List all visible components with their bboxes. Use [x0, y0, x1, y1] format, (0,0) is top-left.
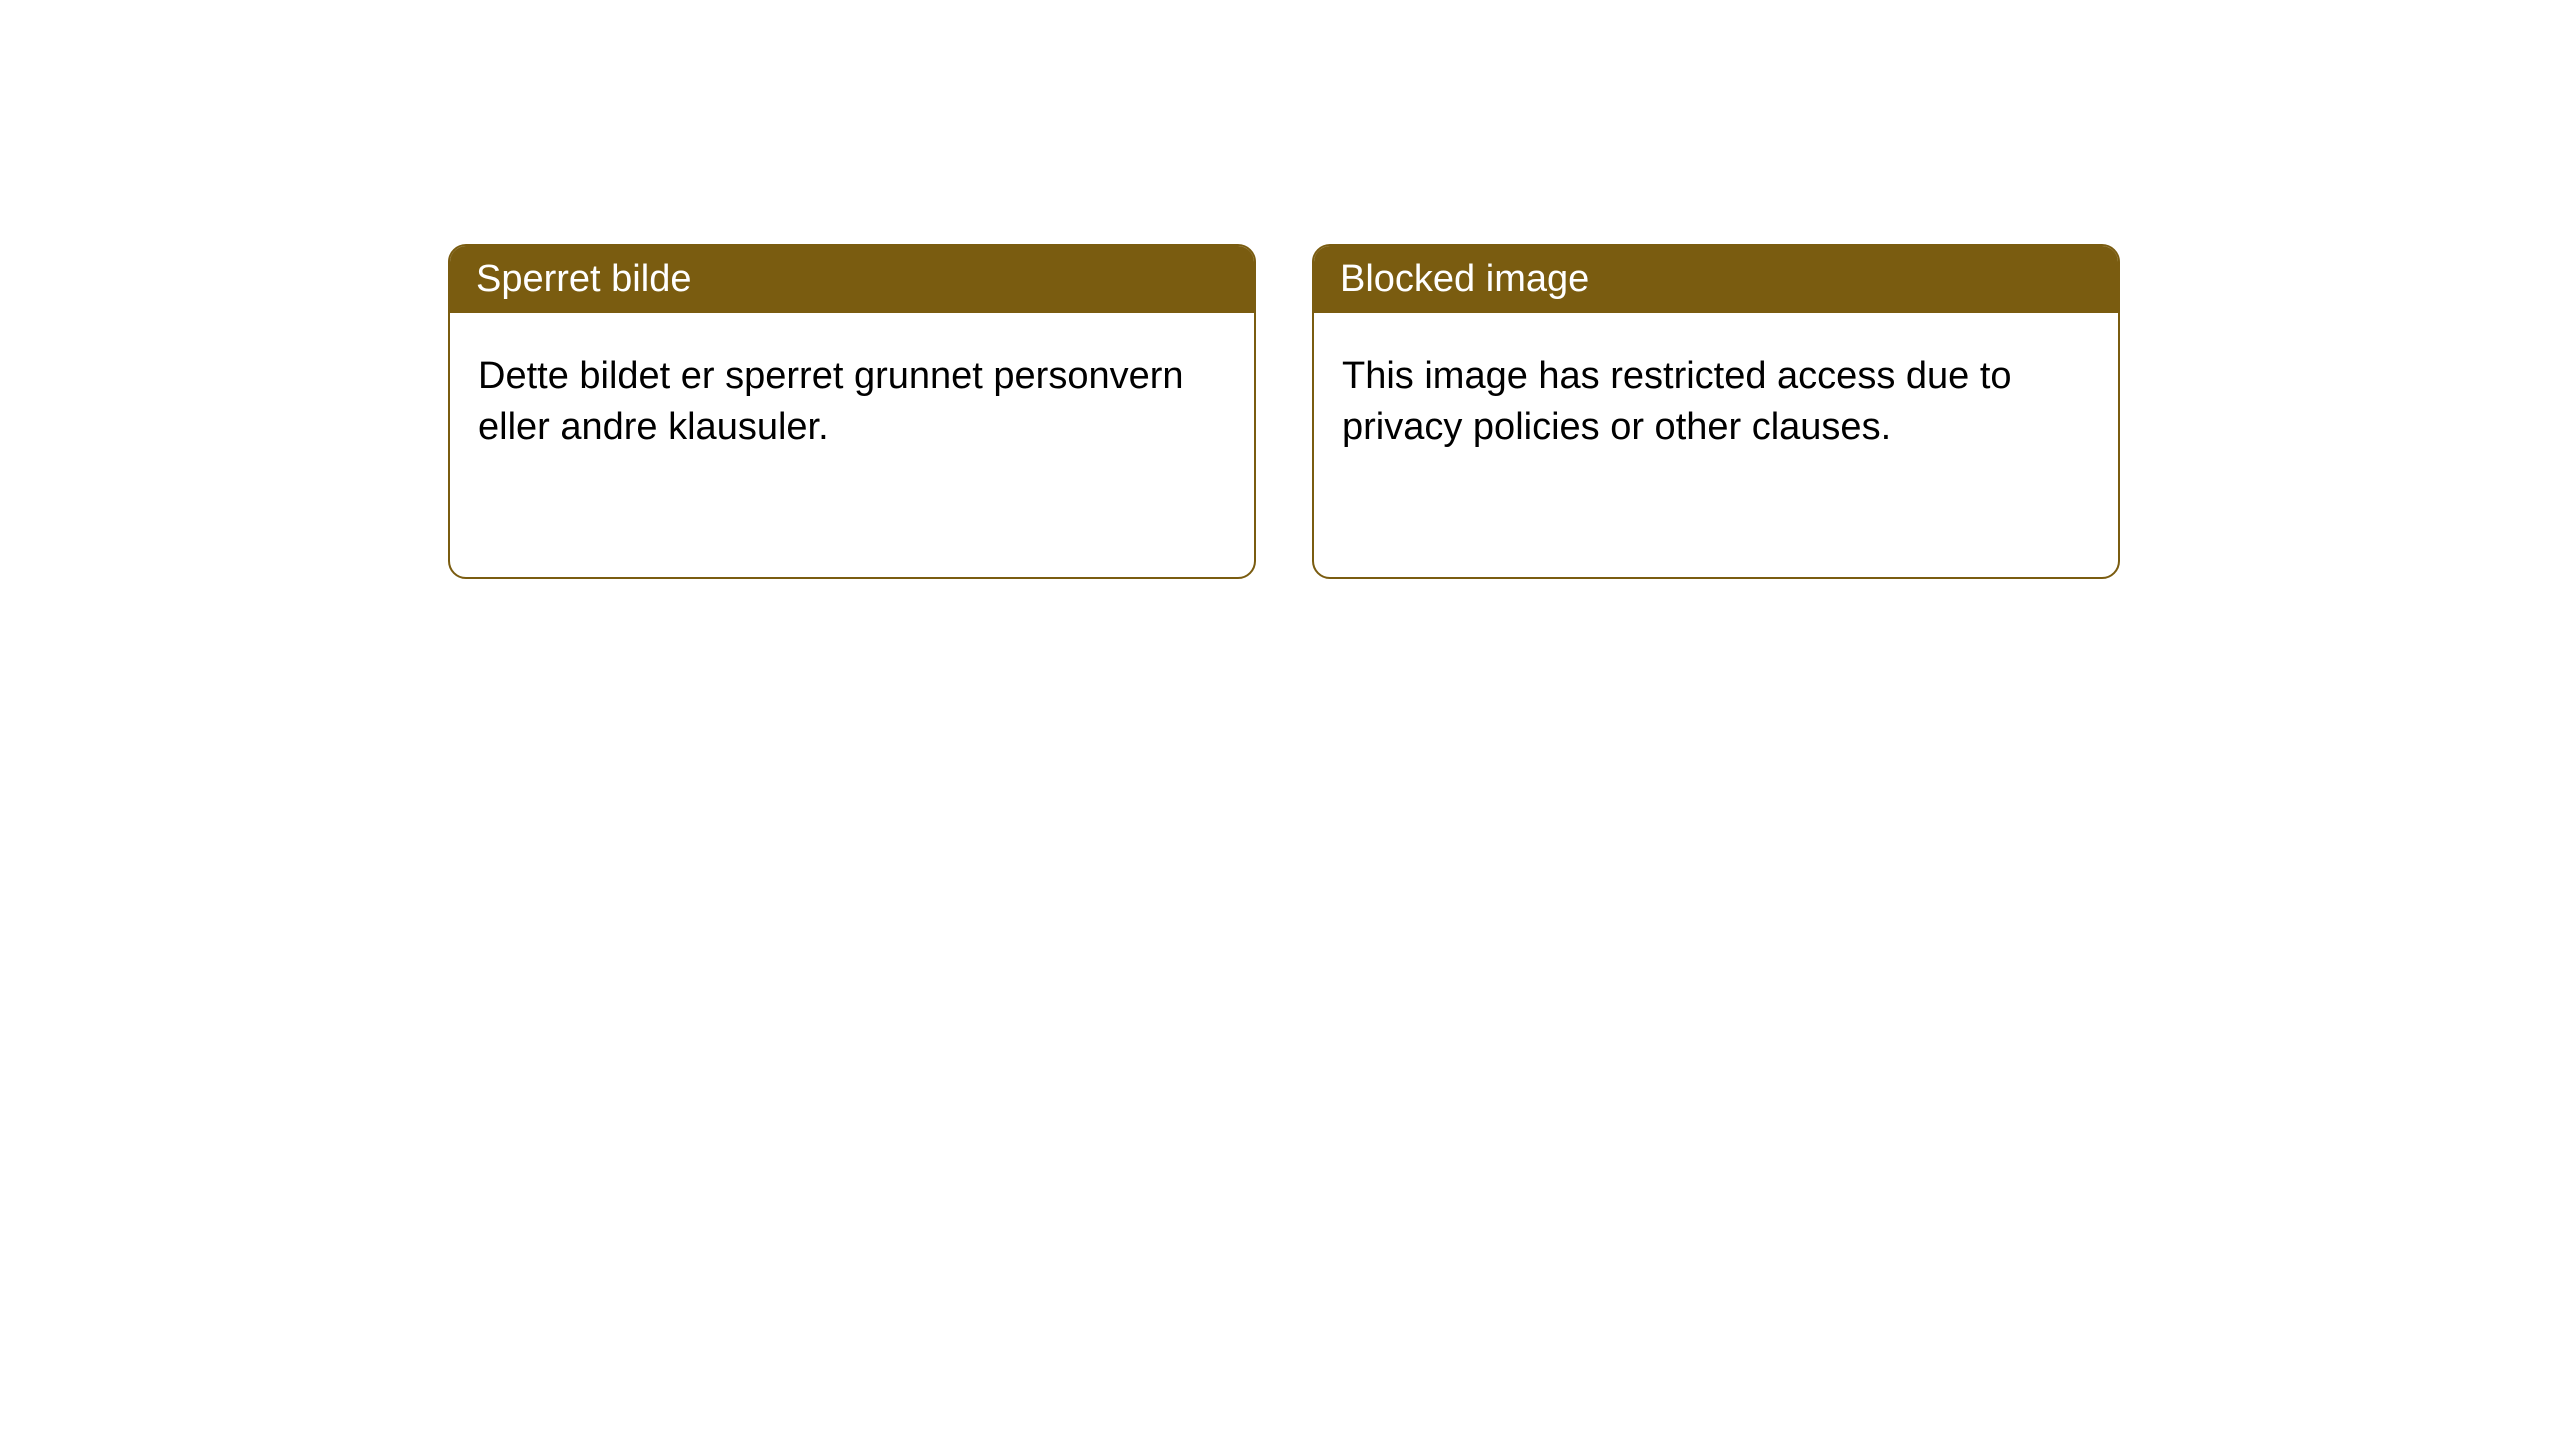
notice-container: Sperret bilde Dette bildet er sperret gr…	[448, 244, 2120, 579]
card-body: This image has restricted access due to …	[1314, 313, 2118, 492]
card-body: Dette bildet er sperret grunnet personve…	[450, 313, 1254, 492]
card-header: Blocked image	[1314, 246, 2118, 313]
card-body-text: Dette bildet er sperret grunnet personve…	[478, 355, 1184, 448]
notice-card-norwegian: Sperret bilde Dette bildet er sperret gr…	[448, 244, 1256, 579]
notice-card-english: Blocked image This image has restricted …	[1312, 244, 2120, 579]
card-title: Sperret bilde	[476, 258, 691, 300]
card-title: Blocked image	[1340, 258, 1589, 300]
card-header: Sperret bilde	[450, 246, 1254, 313]
card-body-text: This image has restricted access due to …	[1342, 355, 2012, 448]
